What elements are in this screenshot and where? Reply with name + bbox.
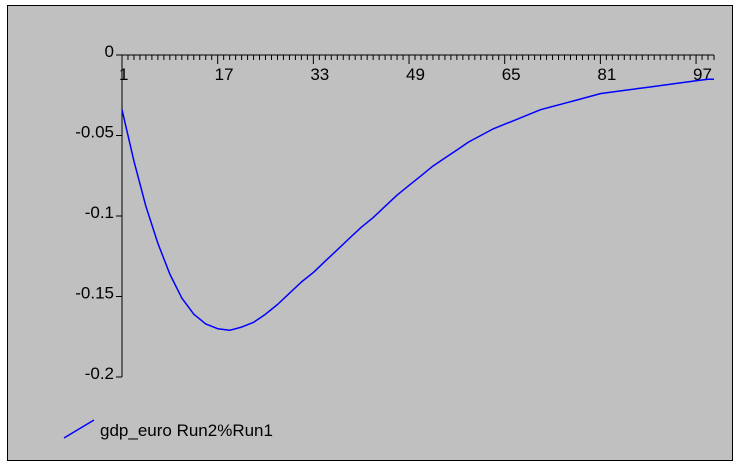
x-tick-label: 65 — [502, 65, 521, 84]
y-tick-label: -0.2 — [85, 364, 114, 383]
x-tick-label: 33 — [310, 65, 329, 84]
x-tick-label: 1 — [119, 65, 128, 84]
chart-panel: 1 17 33 49 65 81 97 0 -0.05 -0.1 -0.15 -0.2 gdp_eur… — [7, 5, 733, 461]
x-tick-label: 17 — [215, 65, 234, 84]
legend-label: gdp_euro Run2%Run1 — [100, 421, 273, 440]
x-tick-label: 81 — [597, 65, 616, 84]
series-line-0 — [121, 78, 714, 332]
y-tick-label: -0.1 — [85, 203, 114, 222]
plot-area — [121, 78, 714, 332]
legend: gdp_euro Run2%Run1 — [63, 419, 273, 440]
x-tick-label: 49 — [406, 65, 425, 84]
y-tick-label: -0.15 — [75, 284, 114, 303]
y-tick-label: 0 — [105, 42, 114, 61]
legend-line-swatch — [63, 419, 95, 439]
y-tick-label: -0.05 — [75, 123, 114, 142]
line-chart: 1 17 33 49 65 81 970-0.05-0.1-0.15-0.2 gdp_eur… — [63, 42, 715, 440]
axes: 1 17 33 49 65 81 970-0.05-0.1-0.15-0.2 — [75, 42, 715, 383]
